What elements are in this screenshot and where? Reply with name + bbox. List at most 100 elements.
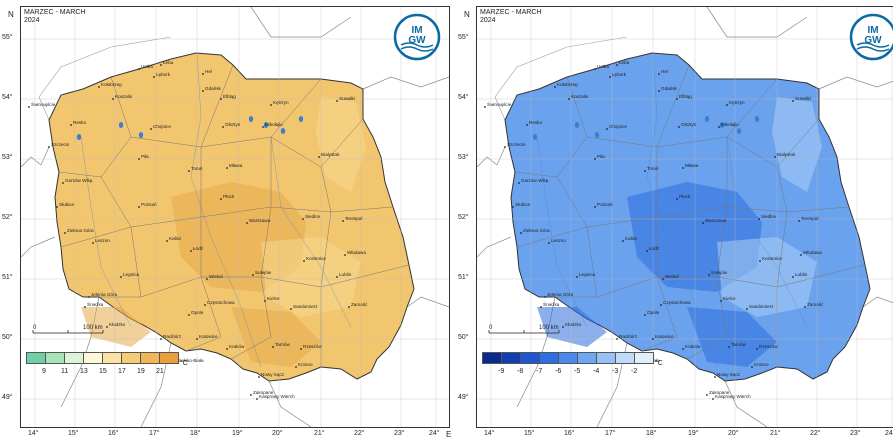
- city-label: Nowy Sącz: [717, 372, 741, 377]
- city-marker: [138, 206, 140, 208]
- lake: [298, 116, 304, 122]
- legend-swatch: [64, 352, 84, 364]
- legend-value: 11: [61, 368, 69, 375]
- legend-swatch: [615, 352, 635, 364]
- legend-swatch: [520, 352, 540, 364]
- city-label: Zielona Góra: [523, 228, 550, 233]
- city-label: Gdańsk: [661, 86, 678, 91]
- city-marker: [554, 86, 556, 88]
- city-label: Elbląg: [223, 94, 236, 99]
- city-marker: [290, 308, 292, 310]
- legend-swatch: [596, 352, 616, 364]
- city-label: Kasprowy Wierch: [259, 394, 295, 399]
- city-marker: [800, 254, 802, 256]
- city-label: Kasprowy Wierch: [715, 394, 751, 399]
- city-marker: [576, 276, 578, 278]
- region-border: [230, 276, 272, 360]
- city-marker: [646, 250, 648, 252]
- city-marker: [616, 338, 618, 340]
- latitude-tick-label: 54°: [2, 94, 13, 101]
- city-marker: [658, 73, 660, 75]
- longitude-tick-label: 18°: [646, 430, 657, 437]
- city-marker: [512, 206, 514, 208]
- city-label: Płock: [679, 194, 691, 199]
- city-label: Resko: [73, 120, 86, 125]
- city-label: Terespol: [345, 216, 362, 221]
- city-label: Częstochowa: [207, 300, 235, 305]
- east-axis-label: E: [446, 430, 452, 439]
- city-label: Kalisz: [625, 236, 638, 241]
- city-label: Świnoujście: [31, 100, 56, 107]
- legend-value: 13: [80, 368, 88, 375]
- river: [270, 136, 352, 328]
- color-legend: [482, 352, 654, 364]
- city-marker: [706, 394, 708, 396]
- city-marker: [250, 394, 252, 396]
- city-label: Toruń: [191, 166, 203, 171]
- legend-value: -5: [574, 368, 581, 375]
- scale-label: 100 km: [539, 325, 559, 331]
- city-marker: [792, 100, 794, 102]
- legend-swatch: [558, 352, 578, 364]
- city-marker: [92, 242, 94, 244]
- city-marker: [106, 326, 108, 328]
- city-marker: [708, 274, 710, 276]
- city-label: Sulejów: [255, 270, 272, 275]
- legend-swatch: [83, 352, 103, 364]
- poland-map: Ustka Łeba Hel Lębork Gdańsk Kołobrzeg Koszali…: [21, 7, 449, 427]
- city-marker: [756, 348, 758, 350]
- city-label: Poznań: [597, 202, 613, 207]
- city-marker: [56, 206, 58, 208]
- city-label: Hel: [205, 69, 212, 74]
- city-marker: [609, 76, 611, 78]
- legend-value: -8: [517, 368, 524, 375]
- logo-wave: [400, 42, 434, 48]
- city-marker: [318, 156, 320, 158]
- city-label: Włodawa: [347, 250, 366, 255]
- neighbor-border-line: [477, 146, 506, 168]
- city-label: Sandomierz: [749, 304, 774, 309]
- city-label: Śnieżka: [87, 300, 104, 307]
- city-label: Katowice: [199, 334, 218, 339]
- city-marker: [548, 242, 550, 244]
- latitude-tick-label: 51°: [458, 274, 469, 281]
- legend-swatch: [539, 352, 559, 364]
- city-label: Siedlce: [761, 214, 777, 219]
- neighbor-border-line: [818, 76, 893, 90]
- scale-label: 100 km: [83, 325, 103, 331]
- neighbor-border-line: [862, 296, 893, 308]
- coastline: [494, 36, 628, 121]
- longitude-tick-label: 24°: [429, 430, 440, 437]
- legend-value: 21: [156, 368, 164, 375]
- legend-swatch: [634, 352, 654, 364]
- city-marker: [594, 206, 596, 208]
- city-label: Kozienice: [306, 256, 326, 261]
- city-marker: [712, 398, 714, 400]
- city-label: Białystok: [321, 152, 340, 157]
- city-marker: [652, 338, 654, 340]
- city-label: Elbląg: [679, 94, 692, 99]
- city-marker: [138, 158, 140, 160]
- city-marker: [300, 348, 302, 350]
- legend-value: 19: [137, 368, 145, 375]
- city-marker: [594, 158, 596, 160]
- city-label: Hel: [661, 69, 668, 74]
- city-label: Łeba: [619, 60, 630, 65]
- longitude-tick-label: 14°: [28, 430, 39, 437]
- city-marker: [84, 306, 86, 308]
- imgw-logo: IM GW: [393, 13, 441, 61]
- logo-text-top: IM: [867, 25, 878, 36]
- city-marker: [774, 156, 776, 158]
- city-marker: [540, 306, 542, 308]
- latitude-tick-label: 55°: [2, 34, 13, 41]
- legend-swatch: [577, 352, 597, 364]
- city-label: Kętrzyn: [729, 100, 745, 105]
- region-border: [641, 276, 678, 352]
- latitude-tick-label: 55°: [458, 34, 469, 41]
- city-label: Legnica: [579, 272, 596, 277]
- city-label: Katowice: [655, 334, 674, 339]
- latitude-tick-label: 49°: [458, 394, 469, 401]
- legend-value: -6: [555, 368, 562, 375]
- map-year: 2024: [24, 17, 40, 24]
- river: [646, 54, 718, 368]
